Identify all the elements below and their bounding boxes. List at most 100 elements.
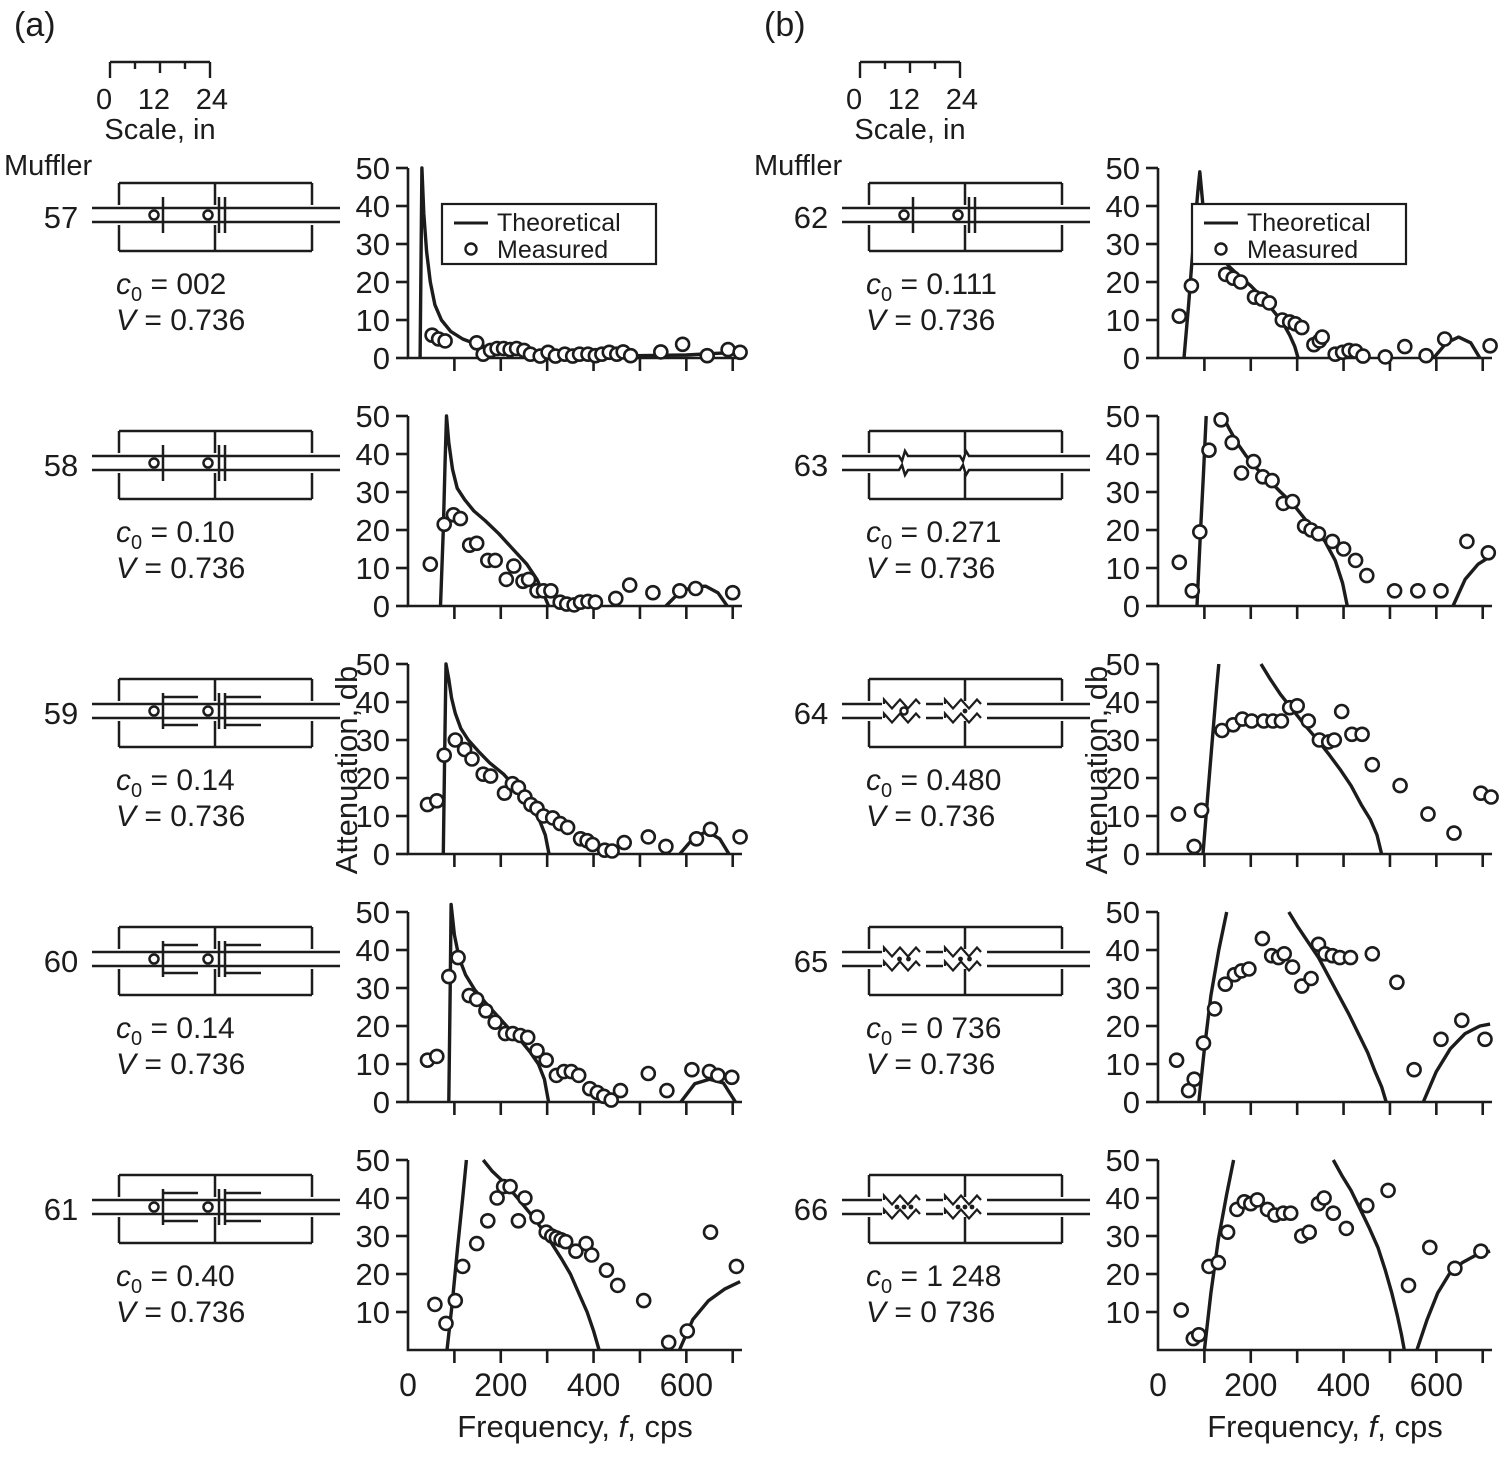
muffler-shell bbox=[117, 429, 314, 501]
measured-point bbox=[640, 1065, 657, 1082]
muffler-pipe bbox=[842, 206, 1090, 224]
theoretical-segment bbox=[1451, 555, 1492, 607]
perforated-section bbox=[943, 696, 982, 711]
measured-point bbox=[1289, 697, 1305, 714]
c-symbol: c bbox=[866, 1012, 881, 1045]
muffler-pipe bbox=[842, 950, 1090, 968]
y-tick-label: 50 bbox=[356, 151, 390, 186]
measured-point bbox=[1446, 825, 1462, 841]
measured-point bbox=[1254, 930, 1271, 947]
scale-caption: Scale, in bbox=[854, 114, 966, 146]
scale-tick-0: 0 bbox=[846, 84, 863, 116]
scale-tick-24: 24 bbox=[195, 84, 228, 116]
measured-point bbox=[658, 838, 674, 855]
measured-point bbox=[1233, 465, 1250, 481]
scale-tick-24: 24 bbox=[945, 84, 978, 116]
c0-value-text: = 0.271 bbox=[892, 516, 1002, 549]
theoretical-curve bbox=[441, 662, 731, 856]
measured-point bbox=[723, 1069, 740, 1086]
measured-point bbox=[652, 344, 669, 360]
c-symbol: c bbox=[116, 268, 131, 301]
axes bbox=[406, 1160, 742, 1352]
pipe-notch bbox=[943, 447, 987, 465]
y-tick-label: 10 bbox=[356, 1295, 390, 1330]
muffler-diagram-lines bbox=[842, 181, 1090, 253]
legend-circle-sample bbox=[464, 242, 478, 256]
c0-value-text: = 0.40 bbox=[142, 1260, 235, 1293]
y-tick-label: 40 bbox=[1106, 189, 1140, 224]
measured-point bbox=[622, 347, 639, 364]
orifice-hole bbox=[148, 1201, 160, 1213]
measured-point bbox=[1459, 533, 1475, 550]
orifice-hole bbox=[952, 209, 964, 221]
measured-point bbox=[464, 751, 480, 767]
panel-a: (a) 0 12 24 Scale, in Muffler 57 c0 = 002… bbox=[4, 6, 750, 1445]
scale-tick-0: 0 bbox=[96, 84, 113, 116]
measured-point bbox=[568, 1243, 584, 1259]
y-tick-label: 50 bbox=[1106, 647, 1140, 682]
orifice-hole bbox=[898, 209, 910, 221]
x-axis-title: Frequency, f, cps bbox=[330, 1409, 750, 1445]
c-subscript: 0 bbox=[131, 780, 143, 802]
y-tick-label: 10 bbox=[1106, 1047, 1140, 1082]
orifice-hole bbox=[148, 457, 160, 469]
hole-dot bbox=[962, 1204, 968, 1210]
muffler-c0-value: c0 = 0.271 bbox=[866, 516, 1001, 555]
measured-point bbox=[1324, 533, 1341, 550]
y-tick-label: 40 bbox=[356, 685, 390, 720]
legend-theoretical-label: Theoretical bbox=[1247, 209, 1371, 237]
x-title-suffix: , cps bbox=[627, 1409, 693, 1444]
measured-point bbox=[454, 1258, 471, 1275]
chart-cell: 0 10 20 30 40 50 bbox=[330, 398, 750, 651]
measured-point bbox=[1421, 1239, 1438, 1256]
measured-point bbox=[543, 583, 559, 599]
y-tick-label: 20 bbox=[356, 265, 390, 300]
c0-value-text: = 0 736 bbox=[892, 1012, 1002, 1045]
measured-point bbox=[1396, 338, 1413, 355]
hole-dot bbox=[955, 1204, 961, 1210]
measured-point bbox=[538, 1052, 554, 1068]
y-tick-label: 50 bbox=[356, 647, 390, 682]
muffler-number: 58 bbox=[43, 448, 79, 483]
y-tick-label: 20 bbox=[356, 1009, 390, 1044]
chart-cell: 0 10 20 30 40 50 bbox=[1080, 646, 1500, 899]
y-tick-label: 40 bbox=[356, 1181, 390, 1216]
v-symbol: V bbox=[866, 552, 887, 585]
measured-point bbox=[687, 580, 704, 597]
muffler-pipe bbox=[92, 454, 340, 472]
muffler-diagram bbox=[842, 181, 1090, 253]
measured-point bbox=[674, 336, 691, 353]
muffler-heading: Muffler bbox=[754, 150, 843, 182]
chart-cell: 0 10 20 30 40 50 bbox=[1080, 894, 1500, 1147]
y-tick-label: 10 bbox=[1106, 799, 1140, 834]
measured-point bbox=[1354, 726, 1370, 743]
muffler-c0-value: c0 = 1 248 bbox=[866, 1260, 1001, 1299]
x-tick-label: 200 bbox=[1224, 1367, 1277, 1403]
perforated-section bbox=[882, 1192, 921, 1207]
measured-point bbox=[570, 1067, 587, 1084]
y-tick-label: 30 bbox=[356, 723, 390, 758]
theoretical-segment bbox=[441, 662, 551, 855]
y-tick-label: 0 bbox=[1123, 837, 1140, 872]
measured-point bbox=[1186, 838, 1202, 855]
measured-point bbox=[506, 558, 522, 574]
perforated-section bbox=[943, 1206, 982, 1221]
muffler-shell bbox=[867, 181, 1064, 253]
measured-point bbox=[612, 1082, 629, 1099]
orifice-hole bbox=[202, 209, 214, 221]
panel-b-rows: 62 c0 = 0.111 V = 0.736 0 10 20 30 40 50 Theoreti… bbox=[750, 150, 1500, 1462]
scale-ticks: 0 12 24 bbox=[96, 84, 228, 117]
perforated-section bbox=[943, 1192, 982, 1207]
y-tick-label: 40 bbox=[356, 189, 390, 224]
muffler-number: 62 bbox=[793, 200, 829, 235]
y-tick-label: 50 bbox=[356, 399, 390, 434]
axis-lines bbox=[1156, 664, 1492, 856]
x-title-suffix: , cps bbox=[1377, 1409, 1443, 1444]
hole-dot bbox=[908, 1204, 914, 1210]
measured-point bbox=[640, 829, 657, 845]
